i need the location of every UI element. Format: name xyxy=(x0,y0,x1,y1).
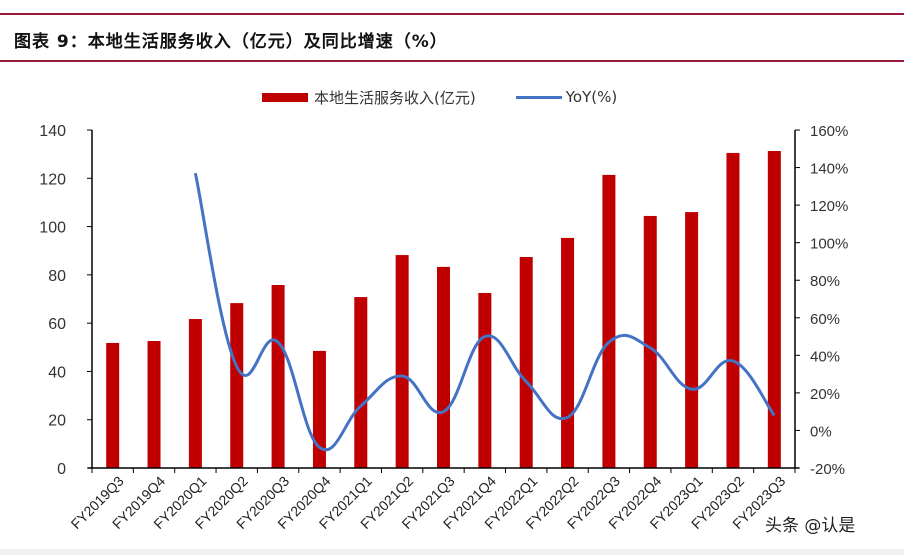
left-tick-label: 40 xyxy=(48,364,66,381)
right-tick-label: 40% xyxy=(810,348,840,365)
left-tick-label: 100 xyxy=(39,220,66,237)
bar xyxy=(767,151,781,469)
yoy-line-series xyxy=(193,172,776,452)
right-tick-label: 140% xyxy=(810,161,848,178)
legend-bar-swatch xyxy=(262,92,308,102)
bar xyxy=(561,237,575,468)
bar xyxy=(437,266,450,468)
right-tick-label: -20% xyxy=(810,461,845,478)
left-tick-label: 120 xyxy=(39,171,66,188)
left-tick-label: 60 xyxy=(48,316,66,333)
left-tick-label: 140 xyxy=(39,123,66,140)
right-tick-label: 120% xyxy=(810,198,848,215)
title-rule xyxy=(0,60,904,62)
legend-line-swatch xyxy=(515,95,562,99)
right-tick-label: 20% xyxy=(810,386,840,403)
bar xyxy=(312,350,326,468)
yoy-line xyxy=(193,172,776,452)
legend-line-label: YoY(%) xyxy=(565,88,618,106)
right-tick-label: 60% xyxy=(810,311,840,328)
bar xyxy=(147,341,161,468)
footer-band xyxy=(0,549,904,555)
right-tick-label: 0% xyxy=(810,423,832,440)
bar xyxy=(726,152,740,468)
bar xyxy=(519,256,533,468)
bar xyxy=(478,292,492,468)
right-tick-label: 80% xyxy=(810,273,840,290)
chart-title: 图表 9：本地生活服务收入（亿元）及同比增速（%） xyxy=(14,32,448,52)
bar xyxy=(395,255,409,468)
bar xyxy=(602,174,616,469)
bar xyxy=(271,284,285,468)
bar xyxy=(685,212,699,468)
legend-bar-label: 本地生活服务收入(亿元) xyxy=(314,88,476,107)
right-tick-label: 160% xyxy=(810,123,848,140)
left-tick-label: 20 xyxy=(48,413,66,430)
bar xyxy=(354,297,368,468)
right-tick-label: 100% xyxy=(810,236,848,253)
left-tick-label: 80 xyxy=(48,268,66,285)
top-rule xyxy=(0,13,904,15)
bar-series xyxy=(106,151,781,469)
bar xyxy=(188,319,202,468)
bar xyxy=(230,303,244,468)
left-tick-label: 0 xyxy=(57,461,66,478)
watermark: 头条 @认是 xyxy=(765,516,856,536)
legend: 本地生活服务收入(亿元) YoY(%) xyxy=(262,86,617,108)
bar xyxy=(106,342,120,468)
bar xyxy=(643,215,657,468)
